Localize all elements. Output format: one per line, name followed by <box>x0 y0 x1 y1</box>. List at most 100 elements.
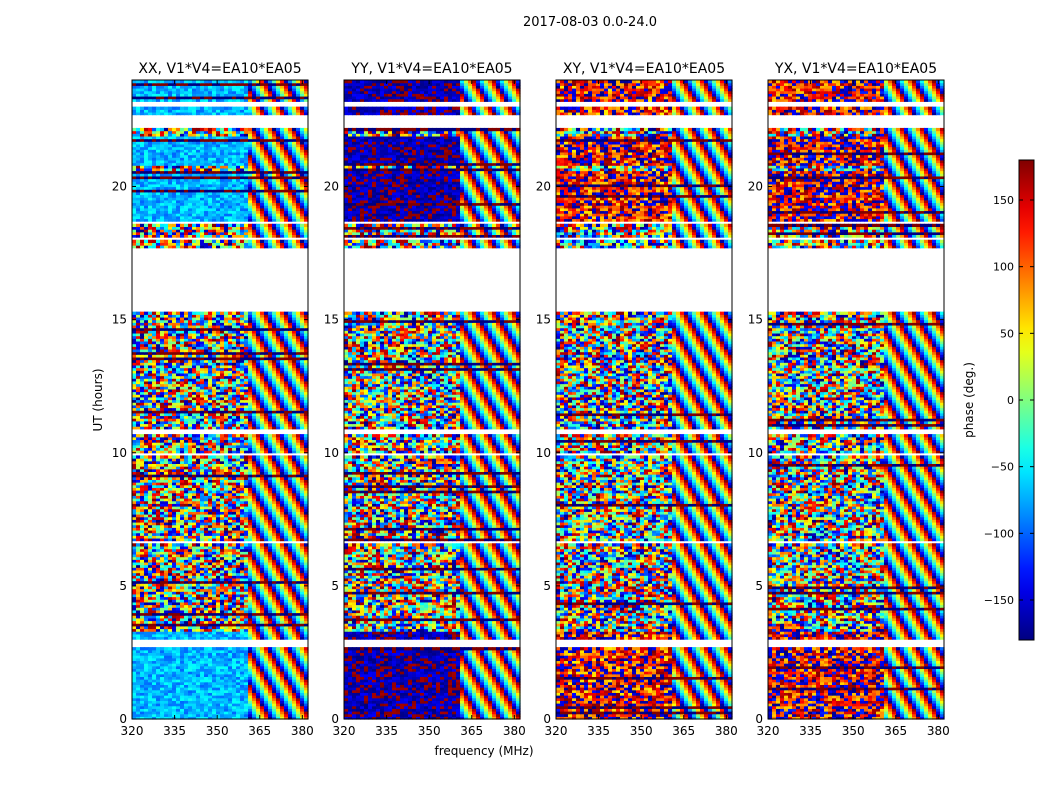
heatmap-cell <box>176 716 181 720</box>
heatmap-cell <box>272 716 277 720</box>
heatmap-cell <box>232 671 237 675</box>
heatmap-cell <box>180 615 185 619</box>
heatmap-cell <box>232 593 237 598</box>
heatmap-cell <box>244 596 249 600</box>
heatmap-cell <box>256 668 261 672</box>
heatmap-cell <box>164 681 169 685</box>
heatmap-cell <box>244 543 249 547</box>
heatmap-cell <box>256 713 261 717</box>
heatmap-cell <box>212 687 217 691</box>
heatmap-cell <box>132 649 137 654</box>
heatmap-cell <box>236 434 241 438</box>
heatmap-cell <box>144 609 149 614</box>
heatmap-cell <box>180 434 185 438</box>
heatmap-cell <box>276 665 281 670</box>
heatmap-cell <box>300 708 305 712</box>
heatmap-cell <box>184 716 189 720</box>
heatmap-cell <box>216 665 221 670</box>
heatmap-cell <box>244 615 249 619</box>
heatmap-cell <box>192 652 197 656</box>
heatmap-cell <box>200 676 205 680</box>
heatmap-cell <box>196 609 201 614</box>
heatmap-cell <box>172 617 177 622</box>
heatmap-cell <box>228 649 233 654</box>
heatmap-cell <box>132 591 137 595</box>
heatmap-cell <box>276 708 281 712</box>
heatmap-cell <box>252 615 257 619</box>
heatmap-cell <box>272 599 277 603</box>
heatmap-cell <box>288 593 293 598</box>
heatmap-cell <box>236 636 241 640</box>
heatmap-cell <box>148 609 153 614</box>
heatmap-cell <box>196 612 201 616</box>
heatmap-cell <box>208 713 213 717</box>
heatmap-cell <box>240 679 245 683</box>
heatmap-cell <box>132 601 137 606</box>
heatmap-cell <box>192 655 197 659</box>
heatmap-cell <box>148 697 153 701</box>
heatmap-cell <box>276 684 281 688</box>
heatmap-cell <box>280 591 285 595</box>
heatmap-cell <box>232 636 237 640</box>
heatmap-cell <box>208 711 213 715</box>
heatmap-cell <box>176 679 181 683</box>
heatmap-cell <box>176 671 181 675</box>
heatmap-cell <box>184 623 189 627</box>
heatmap-cell <box>280 697 285 701</box>
heatmap-cell <box>212 684 217 688</box>
heatmap-cell <box>208 625 213 630</box>
heatmap-cell <box>236 657 241 662</box>
heatmap-cell <box>288 676 293 680</box>
heatmap-cell <box>248 543 253 547</box>
heatmap-cell <box>232 676 237 680</box>
heatmap-cell <box>304 684 309 688</box>
heatmap-cell <box>168 668 173 672</box>
heatmap-cell <box>256 716 261 720</box>
heatmap-cell <box>168 628 173 632</box>
heatmap-cell <box>152 689 157 693</box>
heatmap-cell <box>276 628 281 632</box>
heatmap-cell <box>284 636 289 640</box>
heatmap-cell <box>136 623 141 627</box>
heatmap-cell <box>244 673 249 677</box>
heatmap-cell <box>304 687 309 691</box>
heatmap-cell <box>140 647 145 651</box>
heatmap-cell <box>160 668 165 672</box>
heatmap-cell <box>304 660 309 664</box>
heatmap-cell <box>188 687 193 691</box>
heatmap-cell <box>160 676 165 680</box>
heatmap-cell <box>216 617 221 622</box>
heatmap-cell <box>180 652 185 656</box>
heatmap-cell <box>232 716 237 720</box>
heatmap-cell <box>220 703 225 707</box>
heatmap-cell <box>296 711 301 715</box>
heatmap-cell <box>300 679 305 683</box>
heatmap-cell <box>200 601 205 606</box>
heatmap-cell <box>248 599 253 603</box>
heatmap-cell <box>228 620 233 624</box>
heatmap-cell <box>220 660 225 664</box>
heatmap-cell <box>296 607 301 611</box>
heatmap-cell <box>204 692 209 696</box>
heatmap-cell <box>196 455 201 459</box>
heatmap-cell <box>252 657 257 662</box>
heatmap-cell <box>288 681 293 685</box>
heatmap-cell <box>284 687 289 691</box>
heatmap-cell <box>212 716 217 720</box>
heatmap-cell <box>204 687 209 691</box>
heatmap-cell <box>268 700 273 704</box>
heatmap-cell <box>164 455 169 459</box>
heatmap-cell <box>136 620 141 624</box>
heatmap-cell <box>272 692 277 696</box>
heatmap-cell <box>176 705 181 709</box>
heatmap-cell <box>144 684 149 688</box>
heatmap-cell <box>172 607 177 611</box>
heatmap-cell <box>184 655 189 659</box>
heatmap-cell <box>176 713 181 717</box>
heatmap-cell <box>220 676 225 680</box>
heatmap-cell <box>180 609 185 614</box>
heatmap-cell <box>156 625 161 630</box>
heatmap-cell <box>188 657 193 662</box>
heatmap-cell <box>284 657 289 662</box>
heatmap-cell <box>196 591 201 595</box>
